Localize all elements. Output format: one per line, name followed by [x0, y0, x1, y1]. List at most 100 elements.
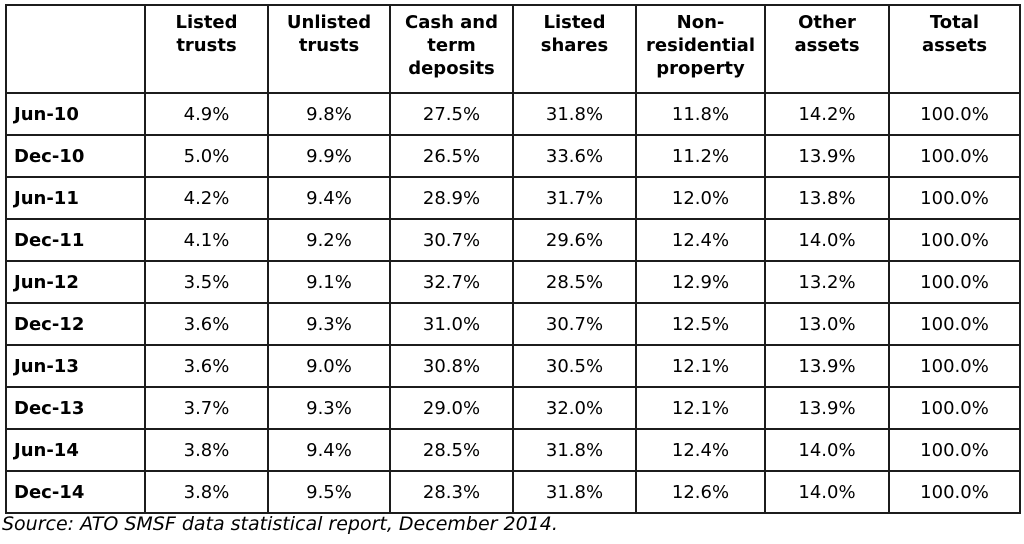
cell: 28.3% [389, 470, 514, 514]
row-label: Jun-14 [5, 428, 146, 472]
cell: 13.9% [764, 134, 890, 178]
cell: 13.2% [764, 260, 890, 304]
cell: 100.0% [888, 176, 1021, 220]
row-label: Dec-10 [5, 134, 146, 178]
cell: 12.6% [635, 470, 766, 514]
cell: 9.1% [267, 260, 391, 304]
cell: 30.7% [512, 302, 637, 346]
cell: 13.9% [764, 344, 890, 388]
cell: 3.8% [144, 470, 269, 514]
corner-cell [5, 4, 146, 94]
cell: 100.0% [888, 386, 1021, 430]
cell: 9.5% [267, 470, 391, 514]
table-row: Dec-12 3.6% 9.3% 31.0% 30.7% 12.5% 13.0%… [5, 302, 1021, 346]
cell: 14.0% [764, 218, 890, 262]
table-row: Dec-10 5.0% 9.9% 26.5% 33.6% 11.2% 13.9%… [5, 134, 1021, 178]
cell: 32.7% [389, 260, 514, 304]
cell: 31.8% [512, 92, 637, 136]
cell: 9.4% [267, 176, 391, 220]
cell: 31.8% [512, 470, 637, 514]
cell: 27.5% [389, 92, 514, 136]
cell: 12.4% [635, 428, 766, 472]
cell: 4.1% [144, 218, 269, 262]
cell: 4.2% [144, 176, 269, 220]
table-row: Jun-10 4.9% 9.8% 27.5% 31.8% 11.8% 14.2%… [5, 92, 1021, 136]
cell: 12.0% [635, 176, 766, 220]
cell: 100.0% [888, 470, 1021, 514]
cell: 100.0% [888, 302, 1021, 346]
cell: 32.0% [512, 386, 637, 430]
table-row: Jun-13 3.6% 9.0% 30.8% 30.5% 12.1% 13.9%… [5, 344, 1021, 388]
column-header-listed-trusts: Listed trusts [144, 4, 269, 94]
cell: 9.0% [267, 344, 391, 388]
table-row: Jun-14 3.8% 9.4% 28.5% 31.8% 12.4% 14.0%… [5, 428, 1021, 472]
cell: 11.8% [635, 92, 766, 136]
cell: 11.2% [635, 134, 766, 178]
cell: 13.0% [764, 302, 890, 346]
cell: 30.5% [512, 344, 637, 388]
row-label: Dec-11 [5, 218, 146, 262]
cell: 26.5% [389, 134, 514, 178]
column-header-total-assets: Total assets [888, 4, 1021, 94]
column-header-listed-shares: Listed shares [512, 4, 637, 94]
cell: 12.5% [635, 302, 766, 346]
cell: 5.0% [144, 134, 269, 178]
cell: 31.7% [512, 176, 637, 220]
table-row: Dec-11 4.1% 9.2% 30.7% 29.6% 12.4% 14.0%… [5, 218, 1021, 262]
cell: 28.5% [512, 260, 637, 304]
column-header-cash-term-deposits: Cash and term deposits [389, 4, 514, 94]
cell: 29.6% [512, 218, 637, 262]
row-label: Jun-11 [5, 176, 146, 220]
cell: 4.9% [144, 92, 269, 136]
cell: 100.0% [888, 92, 1021, 136]
cell: 9.9% [267, 134, 391, 178]
cell: 100.0% [888, 218, 1021, 262]
cell: 9.3% [267, 386, 391, 430]
cell: 100.0% [888, 344, 1021, 388]
row-label: Jun-13 [5, 344, 146, 388]
cell: 3.6% [144, 302, 269, 346]
cell: 3.5% [144, 260, 269, 304]
cell: 9.2% [267, 218, 391, 262]
cell: 100.0% [888, 134, 1021, 178]
cell: 13.9% [764, 386, 890, 430]
cell: 9.3% [267, 302, 391, 346]
cell: 29.0% [389, 386, 514, 430]
cell: 12.1% [635, 386, 766, 430]
cell: 33.6% [512, 134, 637, 178]
row-label: Dec-12 [5, 302, 146, 346]
cell: 100.0% [888, 428, 1021, 472]
cell: 3.6% [144, 344, 269, 388]
row-label: Jun-12 [5, 260, 146, 304]
cell: 14.0% [764, 470, 890, 514]
cell: 13.8% [764, 176, 890, 220]
row-label: Dec-14 [5, 470, 146, 514]
cell: 12.1% [635, 344, 766, 388]
cell: 14.2% [764, 92, 890, 136]
cell: 31.0% [389, 302, 514, 346]
smsf-asset-allocation-table: Listed trusts Unlisted trusts Cash and t… [5, 4, 1021, 514]
cell: 28.9% [389, 176, 514, 220]
cell: 14.0% [764, 428, 890, 472]
column-header-non-residential-property: Non- residential property [635, 4, 766, 94]
cell: 12.4% [635, 218, 766, 262]
cell: 9.4% [267, 428, 391, 472]
cell: 12.9% [635, 260, 766, 304]
cell: 3.8% [144, 428, 269, 472]
column-header-other-assets: Other assets [764, 4, 890, 94]
cell: 30.8% [389, 344, 514, 388]
cell: 3.7% [144, 386, 269, 430]
cell: 28.5% [389, 428, 514, 472]
cell: 9.8% [267, 92, 391, 136]
table-row: Dec-14 3.8% 9.5% 28.3% 31.8% 12.6% 14.0%… [5, 470, 1021, 514]
source-note: Source: ATO SMSF data statistical report… [2, 513, 558, 535]
table-row: Dec-13 3.7% 9.3% 29.0% 32.0% 12.1% 13.9%… [5, 386, 1021, 430]
column-header-unlisted-trusts: Unlisted trusts [267, 4, 391, 94]
cell: 31.8% [512, 428, 637, 472]
cell: 30.7% [389, 218, 514, 262]
table-row: Jun-11 4.2% 9.4% 28.9% 31.7% 12.0% 13.8%… [5, 176, 1021, 220]
row-label: Jun-10 [5, 92, 146, 136]
header-row: Listed trusts Unlisted trusts Cash and t… [5, 4, 1021, 94]
table-row: Jun-12 3.5% 9.1% 32.7% 28.5% 12.9% 13.2%… [5, 260, 1021, 304]
